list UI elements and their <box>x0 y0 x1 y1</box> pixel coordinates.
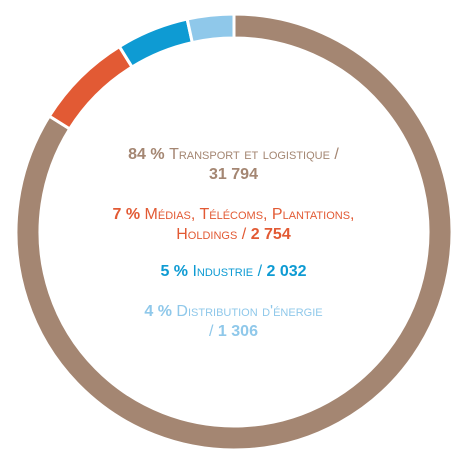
separator: / <box>241 226 247 243</box>
category-name: Industrie <box>192 263 254 280</box>
percent-label: 84 % <box>128 146 165 163</box>
value-label: 2 754 <box>250 226 291 243</box>
slice-label: 4 % Distribution d'énergie / 1 306 <box>144 302 324 342</box>
category-name: Distribution d'énergie <box>176 303 323 320</box>
slice-label: 84 % Transport et logistique / 31 794 <box>126 145 341 185</box>
value-label: 31 794 <box>209 166 258 183</box>
donut-slice <box>185 12 236 45</box>
separator: / <box>209 323 214 340</box>
separator: / <box>257 263 263 280</box>
value-label: 2 032 <box>266 263 307 280</box>
category-name: Transport et logistique <box>169 146 330 163</box>
slice-label: 5 % Industrie / 2 032 <box>134 262 334 282</box>
category-name: Médias, Télécoms, Plantations, Holdings <box>144 206 355 243</box>
value-label: 1 306 <box>217 323 258 340</box>
slice-label: 7 % Médias, Télécoms, Plantations, Holdi… <box>99 205 369 245</box>
separator: / <box>334 146 339 163</box>
percent-label: 5 % <box>160 263 189 280</box>
donut-slice <box>14 12 454 452</box>
percent-label: 7 % <box>112 206 141 223</box>
percent-label: 4 % <box>144 303 172 320</box>
